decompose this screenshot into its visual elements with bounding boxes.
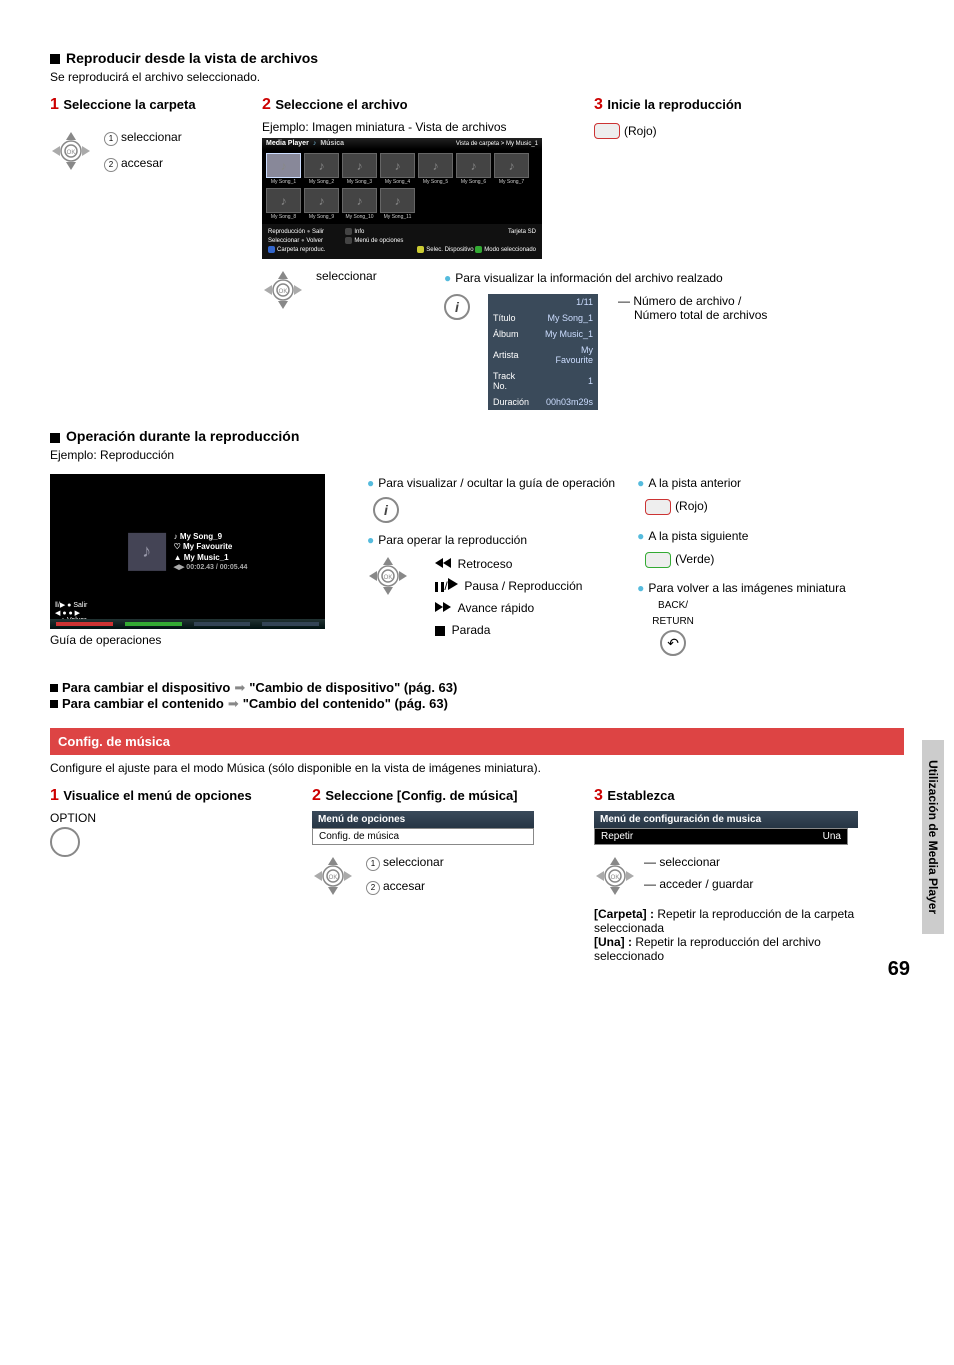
red-button-icon[interactable] <box>645 499 671 515</box>
info-lead: Para visualizar la información del archi… <box>455 271 722 285</box>
example-b: Ejemplo: Reproducción <box>50 448 904 462</box>
dpad-icon[interactable]: OK <box>262 269 304 311</box>
info-table: 1/11 TítuloMy Song_1ÁlbumMy Music_1Artis… <box>488 294 598 410</box>
green-button-icon[interactable] <box>645 552 671 568</box>
menu-options-header: Menú de opciones <box>312 811 534 828</box>
step-3: 3 Inicie la reproducción <box>594 96 742 114</box>
guide-caption: Guía de operaciones <box>50 633 325 647</box>
menu-row-repetir[interactable]: RepetirUna <box>594 828 848 845</box>
dpad-icon[interactable]: OK <box>50 130 92 172</box>
cfg-step-2: 2 Seleccione [Config. de música] <box>312 787 572 805</box>
red-button-icon[interactable] <box>594 123 620 139</box>
section-b-title: Operación durante la reproducción <box>50 428 904 444</box>
dpad-icon[interactable]: OK <box>312 855 354 897</box>
side-tab: Utilización de Media Player <box>922 740 944 934</box>
refs: Para cambiar el dispositivo➡"Cambio de d… <box>50 680 904 712</box>
file-count-label: — Número de archivo / Número total de ar… <box>618 294 767 322</box>
page-number: 69 <box>888 958 910 981</box>
config-subtitle: Configure el ajuste para el modo Música … <box>50 761 904 775</box>
info-icon[interactable]: i <box>373 497 399 523</box>
svg-text:OK: OK <box>611 875 620 881</box>
svg-text:OK: OK <box>279 289 288 295</box>
step1-labels: 1seleccionar 2accesar <box>104 130 182 172</box>
playback-screen: ♪ ♪ My Song_9 ♡ My Favourite ▲ My Music_… <box>50 474 325 629</box>
section-a-subtitle: Se reproducirá el archivo seleccionado. <box>50 70 904 84</box>
dpad-icon[interactable]: OK <box>594 855 636 897</box>
media-player-screen: Media Player ♪ Música Vista de carpeta >… <box>262 138 542 259</box>
seleccionar-label: seleccionar <box>316 269 377 283</box>
config-header: Config. de música <box>50 728 904 755</box>
option-label: OPTION <box>50 811 290 825</box>
option-button-icon[interactable] <box>50 827 80 857</box>
menu-item-config[interactable]: Config. de música <box>312 828 534 845</box>
info-icon[interactable]: i <box>444 294 470 320</box>
back-return-icon[interactable]: ↶ <box>660 630 686 656</box>
step-2: 2 Seleccione el archivo <box>262 96 572 114</box>
dpad-icon[interactable]: OK <box>367 555 409 597</box>
menu-config-header: Menú de configuración de musica <box>594 811 858 828</box>
svg-text:OK: OK <box>329 875 338 881</box>
example-caption: Ejemplo: Imagen miniatura - Vista de arc… <box>262 120 572 134</box>
section-a-title: Reproducir desde la vista de archivos <box>50 50 904 66</box>
cfg-step-3: 3 Establezca <box>594 787 874 805</box>
repeat-desc: [Carpeta] : Repetir la reproducción de l… <box>594 907 874 963</box>
svg-text:OK: OK <box>384 575 393 581</box>
svg-text:OK: OK <box>67 150 76 156</box>
cfg-step-1: 1 Visualice el menú de opciones <box>50 787 290 805</box>
step-1: 1 Seleccione la carpeta <box>50 96 240 114</box>
